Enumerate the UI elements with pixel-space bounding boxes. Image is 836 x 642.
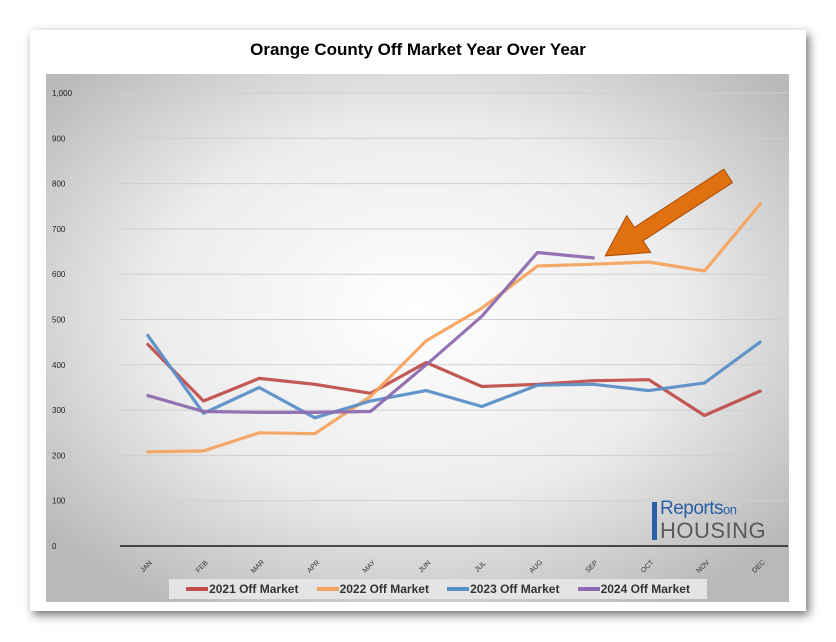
- chart-legend: 2021 Off Market 2022 Off Market 2023 Off…: [169, 579, 707, 599]
- chart-card: Orange County Off Market Year Over Year …: [30, 30, 806, 611]
- y-tick-label-900: 900: [52, 134, 66, 143]
- series-line-2023: [146, 333, 762, 420]
- y-tick-label-0: 0: [52, 542, 57, 551]
- legend-item-2021: 2021 Off Market: [186, 582, 298, 596]
- y-tick-label-600: 600: [52, 270, 66, 279]
- series-line-2021: [146, 342, 762, 418]
- legend-item-2024: 2024 Off Market: [577, 582, 690, 596]
- legend-swatch-2022: [316, 587, 339, 591]
- legend-item-2023: 2023 Off Market: [447, 582, 559, 596]
- y-tick-label-500: 500: [52, 316, 66, 325]
- reports-on-housing-logo: Reportson HOUSING: [652, 498, 782, 544]
- logo-text-housing: HOUSING: [660, 518, 767, 543]
- y-tick-label-200: 200: [52, 451, 66, 460]
- y-tick-label-100: 100: [52, 497, 66, 506]
- chart-title: Orange County Off Market Year Over Year: [250, 40, 586, 59]
- legend-swatch-2024: [577, 587, 600, 591]
- y-tick-label-1000: 1,000: [52, 89, 73, 98]
- legend-swatch-2023: [447, 587, 470, 591]
- legend-swatch-2021: [186, 587, 209, 591]
- annotation-arrow: [604, 168, 734, 257]
- y-tick-label-700: 700: [52, 225, 66, 234]
- legend-label-2021: 2021 Off Market: [209, 582, 299, 596]
- logo-text-reports: Reportson: [660, 498, 737, 519]
- series-line-2024: [146, 250, 595, 414]
- y-tick-label-300: 300: [52, 406, 66, 415]
- legend-label-2022: 2022 Off Market: [339, 582, 429, 596]
- legend-label-2024: 2024 Off Market: [600, 582, 690, 596]
- y-tick-label-400: 400: [52, 361, 66, 370]
- series-line-2022: [146, 202, 762, 454]
- plot-background: [46, 74, 789, 602]
- y-tick-label-800: 800: [52, 180, 66, 189]
- legend-item-2022: 2022 Off Market: [316, 582, 429, 596]
- legend-label-2023: 2023 Off Market: [470, 582, 560, 596]
- logo-bar-mark: [652, 502, 657, 540]
